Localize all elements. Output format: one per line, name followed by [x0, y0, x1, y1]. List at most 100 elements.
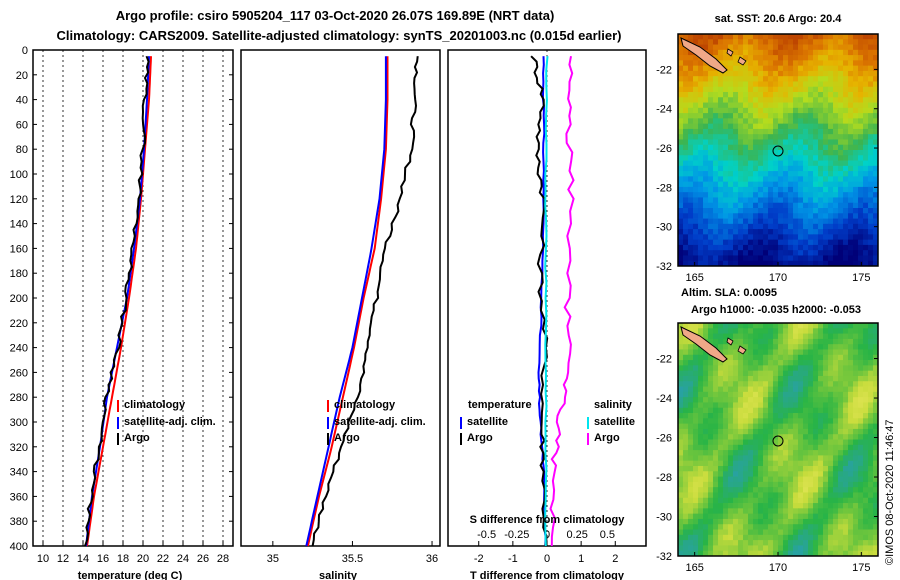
- heatmap-cell: [828, 255, 834, 262]
- heatmap-cell: [853, 128, 859, 135]
- heatmap-cell: [793, 223, 799, 230]
- heatmap-cell: [753, 86, 759, 93]
- heatmap-cell: [688, 471, 694, 477]
- heatmap-cell: [738, 323, 744, 329]
- heatmap-cell: [808, 550, 814, 557]
- heatmap-cell: [788, 323, 794, 329]
- heatmap-cell: [838, 381, 844, 387]
- heatmap-cell: [793, 534, 799, 541]
- heatmap-cell: [683, 160, 689, 167]
- heatmap-cell: [723, 381, 729, 387]
- heatmap-cell: [858, 81, 864, 88]
- heatmap-cell: [818, 545, 824, 552]
- heatmap-cell: [848, 444, 854, 451]
- heatmap-cell: [808, 503, 814, 509]
- heatmap-cell: [853, 34, 859, 40]
- heatmap-cell: [853, 70, 859, 77]
- heatmap-cell: [778, 333, 784, 340]
- heatmap-cell: [843, 213, 849, 219]
- heatmap-cell: [843, 150, 849, 156]
- heatmap-cell: [703, 450, 709, 456]
- heatmap-cell: [823, 44, 829, 51]
- heatmap-cell: [748, 386, 754, 393]
- heatmap-cell: [748, 118, 754, 125]
- heatmap-cell: [818, 213, 824, 219]
- heatmap-cell: [703, 202, 709, 209]
- heatmap-cell: [778, 497, 784, 504]
- heatmap-cell: [728, 418, 734, 425]
- heatmap-cell: [703, 328, 709, 334]
- heatmap-cell: [823, 370, 829, 377]
- heatmap-cell: [753, 202, 759, 209]
- heatmap-cell: [863, 81, 869, 88]
- heatmap-cell: [728, 476, 734, 483]
- heatmap-cell: [758, 338, 764, 345]
- heatmap-cell: [678, 492, 684, 499]
- heatmap-cell: [778, 102, 784, 109]
- heatmap-cell: [733, 60, 739, 67]
- heatmap-cell: [723, 176, 729, 183]
- heatmap-cell: [823, 481, 829, 488]
- heatmap-cell: [763, 375, 769, 382]
- heatmap-cell: [688, 370, 694, 377]
- heatmap-cell: [753, 123, 759, 130]
- heatmap-cell: [773, 239, 779, 246]
- heatmap-cell: [688, 55, 694, 61]
- heatmap-cell: [718, 186, 724, 193]
- heatmap-cell: [818, 81, 824, 88]
- heatmap-cell: [858, 197, 864, 204]
- heatmap-cell: [868, 439, 874, 446]
- heatmap-cell: [753, 349, 759, 356]
- heatmap-cell: [873, 476, 879, 483]
- heatmap-cell: [813, 328, 819, 334]
- heatmap-cell: [708, 381, 714, 387]
- heatmap-cell: [793, 208, 799, 214]
- temperature-Argo-line: [530, 55, 549, 547]
- heatmap-cell: [793, 218, 799, 225]
- heatmap-cell: [728, 197, 734, 204]
- heatmap-cell: [678, 34, 684, 40]
- heatmap-cell: [758, 128, 764, 135]
- heatmap-cell: [688, 202, 694, 209]
- heatmap-cell: [688, 487, 694, 493]
- heatmap-cell: [718, 524, 724, 530]
- heatmap-cell: [798, 202, 804, 209]
- heatmap-cell: [783, 413, 789, 419]
- heatmap-cell: [763, 386, 769, 393]
- heatmap-cell: [773, 492, 779, 499]
- heatmap-cell: [703, 213, 709, 219]
- heatmap-cell: [873, 333, 879, 340]
- heatmap-cell: [743, 208, 749, 214]
- heatmap-cell: [803, 123, 809, 130]
- heatmap-cell: [858, 55, 864, 61]
- heatmap-cell: [713, 455, 719, 462]
- heatmap-cell: [778, 423, 784, 430]
- depth-tick-label: 360: [10, 491, 28, 503]
- heatmap-cell: [773, 97, 779, 103]
- heatmap-cell: [698, 418, 704, 425]
- heatmap-cell: [858, 402, 864, 409]
- heatmap-cell: [818, 450, 824, 456]
- heatmap-cell: [718, 150, 724, 156]
- heatmap-cell: [743, 344, 749, 350]
- heatmap-cell: [833, 323, 839, 329]
- heatmap-cell: [763, 81, 769, 88]
- lat-tick-label: -30: [656, 222, 672, 234]
- heatmap-cell: [693, 202, 699, 209]
- heatmap-cell: [818, 107, 824, 114]
- legend-argo: Argo: [334, 432, 360, 444]
- heatmap-cell: [798, 176, 804, 183]
- heatmap-cell: [793, 550, 799, 557]
- lat-tick-label: -22: [656, 64, 672, 76]
- heatmap-cell: [798, 323, 804, 329]
- heatmap-cell: [773, 455, 779, 462]
- heatmap-cell: [698, 391, 704, 398]
- heatmap-cell: [713, 360, 719, 366]
- heatmap-cell: [688, 218, 694, 225]
- heatmap-cell: [868, 144, 874, 151]
- heatmap-cell: [803, 92, 809, 98]
- heatmap-cell: [848, 365, 854, 372]
- heatmap-cell: [858, 255, 864, 262]
- heatmap-cell: [808, 402, 814, 409]
- heatmap-cell: [773, 250, 779, 256]
